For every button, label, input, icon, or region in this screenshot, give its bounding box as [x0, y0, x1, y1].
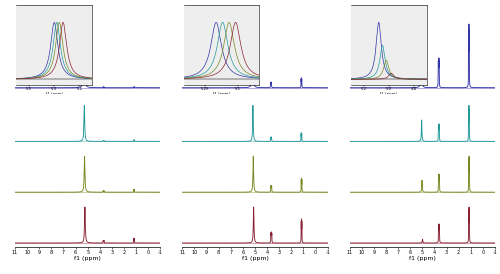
X-axis label: f1 (ppm): f1 (ppm) [242, 256, 268, 261]
Text: b: b [184, 6, 190, 15]
Text: a: a [16, 6, 22, 15]
X-axis label: f1 (ppm): f1 (ppm) [409, 256, 436, 261]
X-axis label: f1 (ppm): f1 (ppm) [74, 256, 101, 261]
Text: c: c [351, 6, 356, 15]
